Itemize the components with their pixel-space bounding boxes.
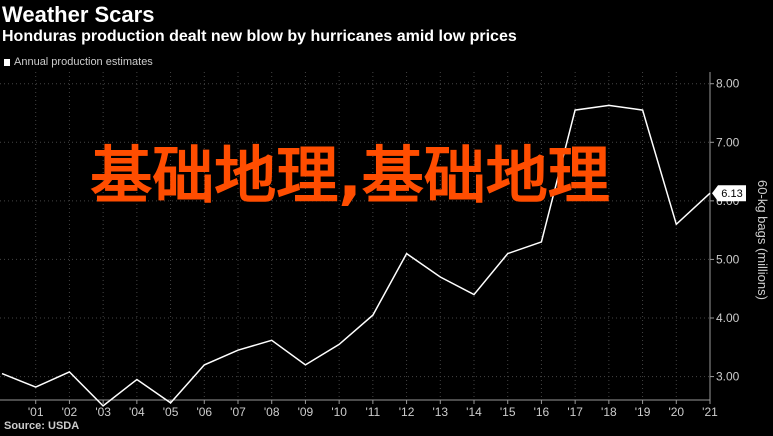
series-layer (1, 104, 711, 407)
x-tick-label: '08 (264, 405, 280, 419)
y-tick-label: 5.00 (716, 252, 740, 266)
watermark-overlay-text: 基础地理,基础地理 (90, 139, 610, 212)
x-tick-label: '04 (129, 405, 145, 419)
x-tick-label: '13 (432, 405, 448, 419)
x-tick-label: '01 (28, 405, 44, 419)
x-tick-label: '11 (365, 405, 380, 419)
chart-subtitle: Honduras production dealt new blow by hu… (2, 28, 517, 45)
legend-swatch (4, 58, 10, 66)
x-tick-label: '06 (196, 405, 212, 419)
y-tick-label: 7.00 (716, 135, 740, 149)
x-tick-label: '10 (331, 405, 347, 419)
x-tick-label: '05 (163, 405, 179, 419)
x-tick-label: '02 (62, 405, 78, 419)
x-tick-label: '18 (601, 405, 617, 419)
y-axis-label: 60-kg bags (millions) (755, 180, 770, 300)
x-tick-label: '17 (567, 405, 583, 419)
y-tick-label: 3.00 (716, 370, 740, 384)
grid-lines (0, 72, 711, 400)
x-tick-label: '14 (466, 405, 482, 419)
chart-title: Weather Scars (2, 2, 155, 27)
source-note: Source: USDA (4, 420, 80, 432)
x-tick-label: '03 (95, 405, 111, 419)
x-tick-label: '15 (500, 405, 516, 419)
y-tick-label: 4.00 (716, 311, 740, 325)
x-tick-label: '20 (668, 405, 684, 419)
legend-label: Annual production estimates (14, 56, 153, 68)
y-tick-label: 8.00 (716, 77, 740, 91)
legend: Annual production estimates (4, 56, 153, 68)
x-tick-label: '07 (230, 405, 246, 419)
x-tick-label: '12 (399, 405, 415, 419)
x-axis: '01 '02 '03 '04 '05 '06 '07 '08 '09 '10 '11 '12 '13 '… (0, 399, 718, 419)
last-value-label-group: 6.13 (712, 185, 746, 202)
x-tick-label: '16 (534, 405, 550, 419)
series-line (1, 104, 711, 407)
last-value-flag (712, 185, 746, 202)
x-tick-label: '19 (635, 405, 651, 419)
x-tick-label: '21 (702, 405, 718, 419)
last-value-label: 6.13 (721, 188, 742, 200)
x-tick-label: '09 (298, 405, 314, 419)
